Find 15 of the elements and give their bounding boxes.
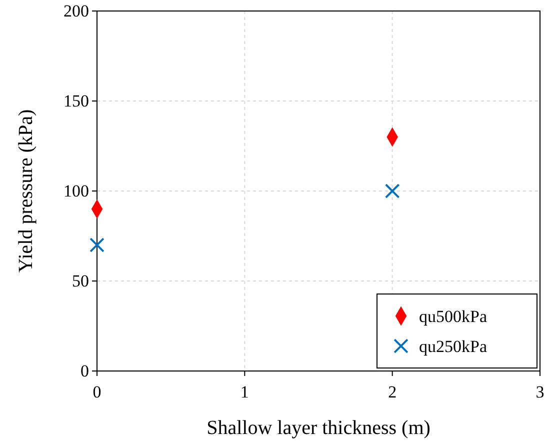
point xyxy=(90,238,104,252)
x-tick-label: 0 xyxy=(92,382,102,402)
y-tick-label: 0 xyxy=(80,361,89,380)
x-tick-label: 2 xyxy=(388,382,397,402)
point xyxy=(384,184,400,198)
x-tick-label: 1 xyxy=(240,382,249,402)
y-tick-label: 50 xyxy=(72,271,89,290)
x-axis-title: Shallow layer thickness (m) xyxy=(206,417,430,439)
legend-label: qu500kPa xyxy=(419,307,488,326)
y-tick-label: 200 xyxy=(64,1,89,20)
y-tick-label: 100 xyxy=(64,181,89,200)
y-tick-label: 150 xyxy=(64,91,89,110)
x-tick-label: 3 xyxy=(536,382,544,402)
legend-label: qu250kPa xyxy=(419,337,488,356)
y-axis-title: Yield pressure (kPa) xyxy=(15,109,37,273)
